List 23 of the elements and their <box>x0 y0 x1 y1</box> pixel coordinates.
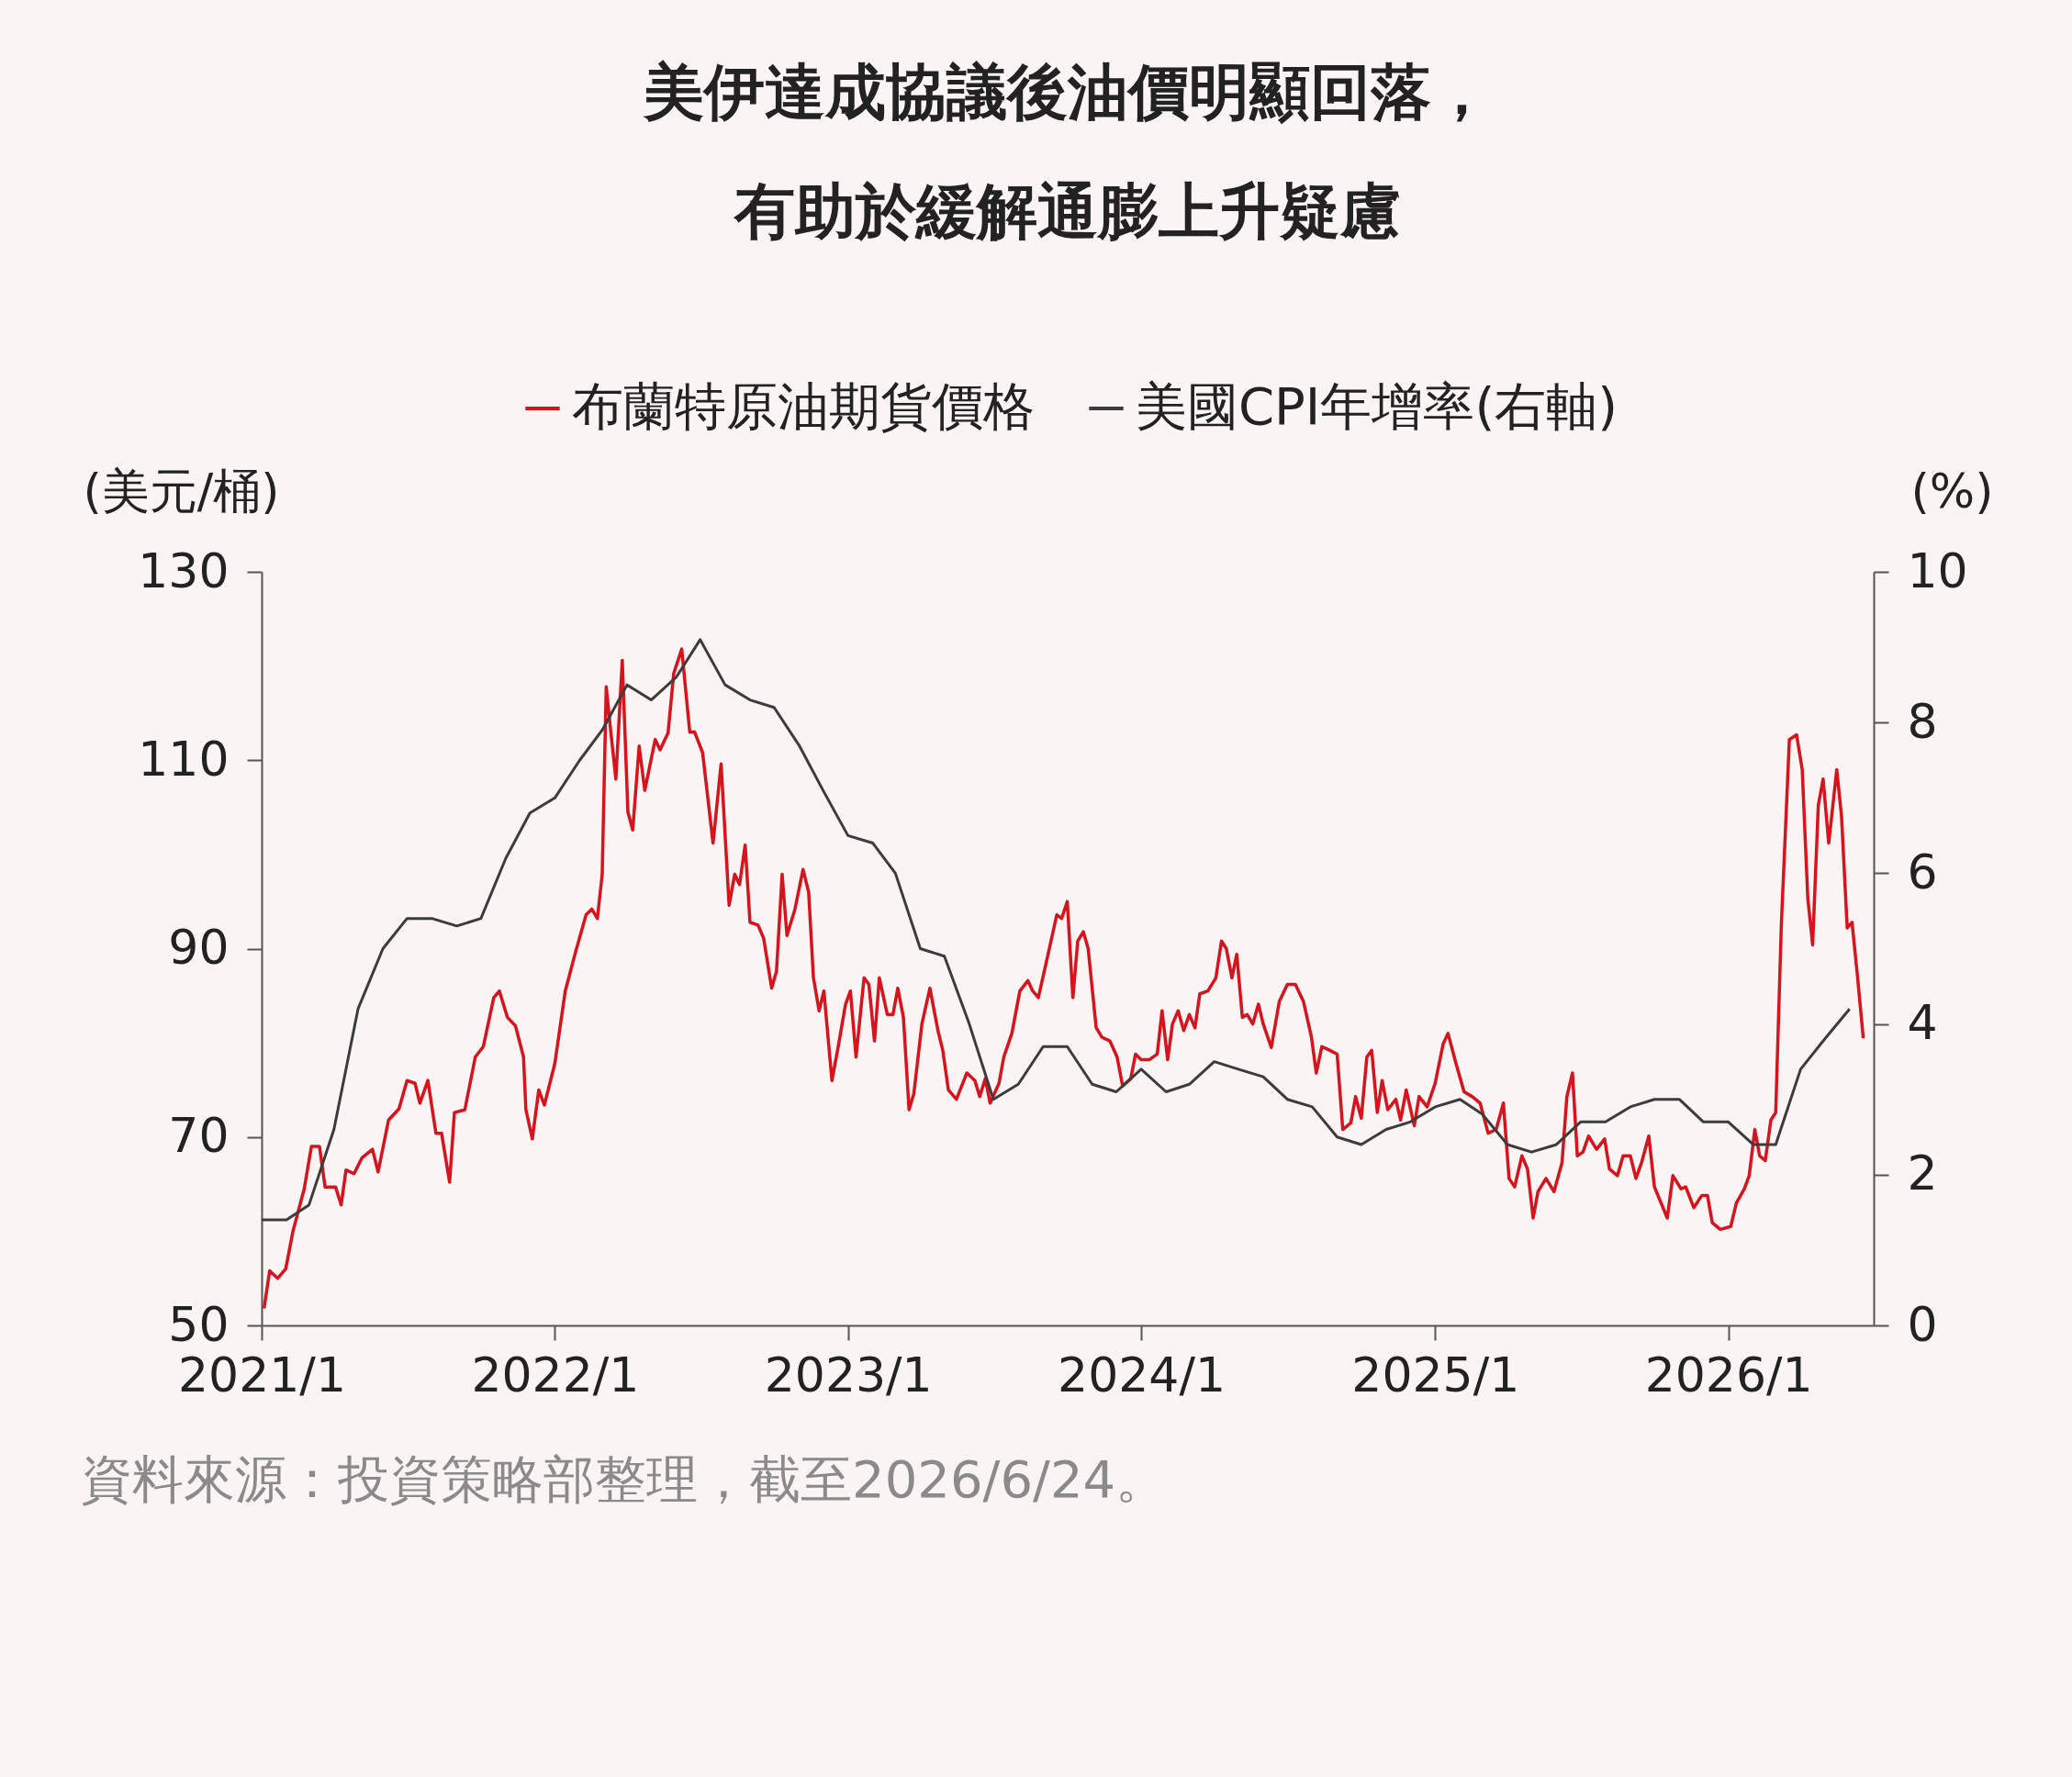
legend-label: 布蘭特原油期貨價格 <box>572 376 1035 436</box>
y2-tick-label: 4 <box>1907 995 1938 1051</box>
y-tick-label: 70 <box>168 1108 230 1164</box>
chart-title: 美伊達成協議後油價明顯回落，有助於緩解通膨上升疑慮 <box>643 57 1492 247</box>
x-tick-label: 2024/1 <box>1058 1347 1226 1403</box>
y2-tick-label: 6 <box>1907 844 1938 900</box>
x-tick-label: 2022/1 <box>471 1347 640 1403</box>
y2-tick-label: 10 <box>1907 542 1968 598</box>
line-series <box>260 638 1852 1222</box>
x-tick-label: 2025/1 <box>1351 1347 1520 1403</box>
line-series <box>262 647 1865 1311</box>
y-tick-label: 130 <box>138 542 230 598</box>
y-tick-label: 90 <box>168 920 230 975</box>
y2-tick-label: 0 <box>1907 1296 1938 1352</box>
y-tick-label: 110 <box>138 731 230 787</box>
y2-tick-label: 2 <box>1907 1146 1938 1201</box>
y2-axis-title: (%) <box>1910 463 1994 519</box>
source-note: 資料來源：投資策略部整理，截至2026/6/24。 <box>81 1448 1169 1511</box>
x-tick-label: 2026/1 <box>1644 1347 1813 1403</box>
legend-label: 美國CPI年增率(右軸) <box>1136 376 1618 436</box>
x-tick-label: 2023/1 <box>764 1347 933 1403</box>
y-axis-title: (美元/桶) <box>83 463 280 519</box>
y2-tick-label: 8 <box>1907 693 1938 749</box>
